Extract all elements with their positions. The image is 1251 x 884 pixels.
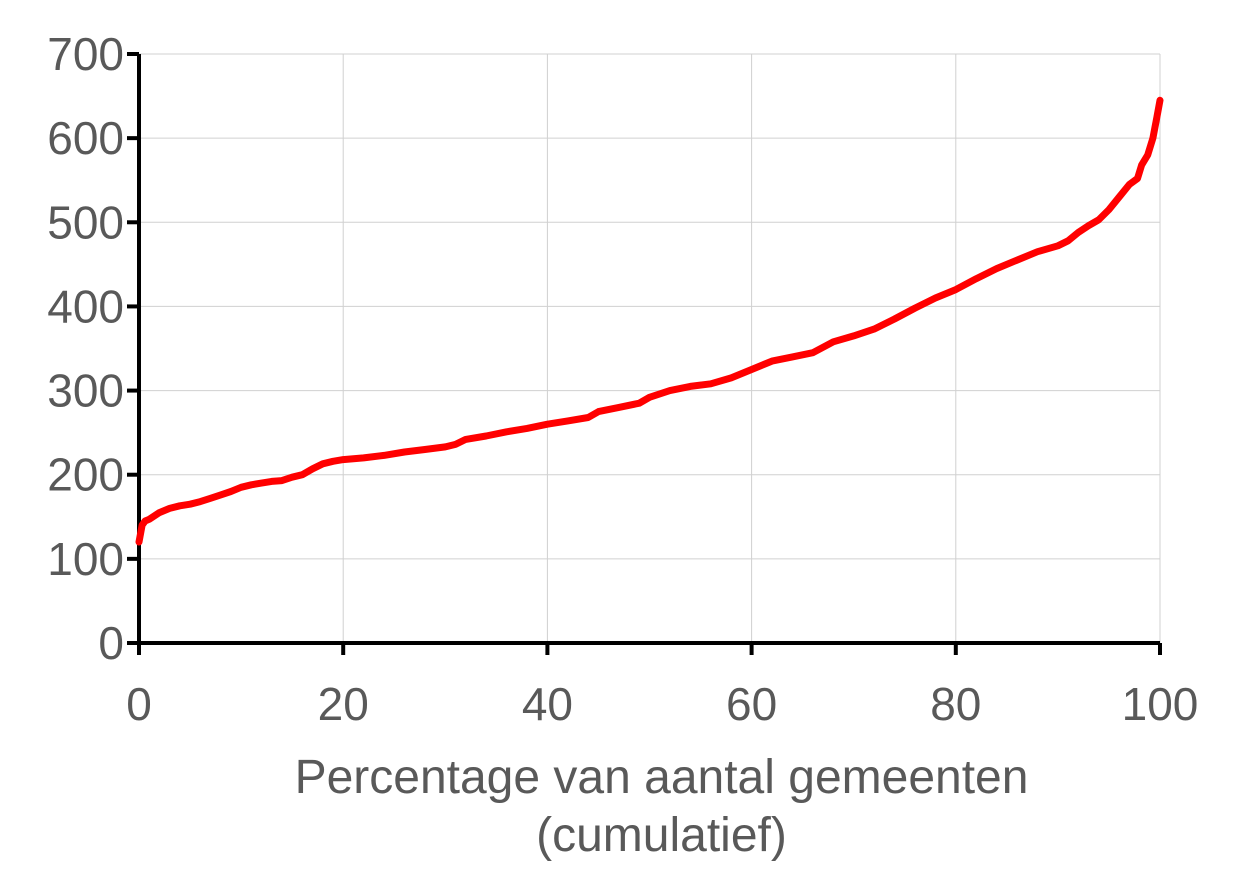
x-tick-label: 100 xyxy=(1122,678,1199,730)
y-tick-label: 100 xyxy=(47,533,124,585)
grid-lines xyxy=(139,53,1161,643)
y-tick-label: 300 xyxy=(47,365,124,417)
x-axis-title-line: (cumulatief) xyxy=(536,809,787,862)
x-tick-label: 20 xyxy=(318,678,369,730)
y-tick-label: 500 xyxy=(47,196,124,248)
x-tick-label: 0 xyxy=(126,678,152,730)
x-tick-label: 40 xyxy=(522,678,573,730)
axes xyxy=(127,52,1162,655)
y-tick-label: 700 xyxy=(47,28,124,80)
tick-labels: 0 100 200 300 400 500 600 700 0 20 40 60 80 100 xyxy=(47,28,1198,730)
y-tick-label: 0 xyxy=(98,617,124,669)
y-tick-label: 600 xyxy=(47,112,124,164)
y-tick-label: 400 xyxy=(47,280,124,332)
y-tick-label: 200 xyxy=(47,449,124,501)
series-line xyxy=(135,96,1164,546)
x-axis-title: Percentage van aantal gemeenten (cumulati… xyxy=(295,751,1029,862)
x-tick-label: 80 xyxy=(930,678,981,730)
x-axis-title-line: Percentage van aantal gemeenten xyxy=(295,751,1029,804)
series-layer xyxy=(135,96,1164,546)
x-tick-label: 60 xyxy=(726,678,777,730)
